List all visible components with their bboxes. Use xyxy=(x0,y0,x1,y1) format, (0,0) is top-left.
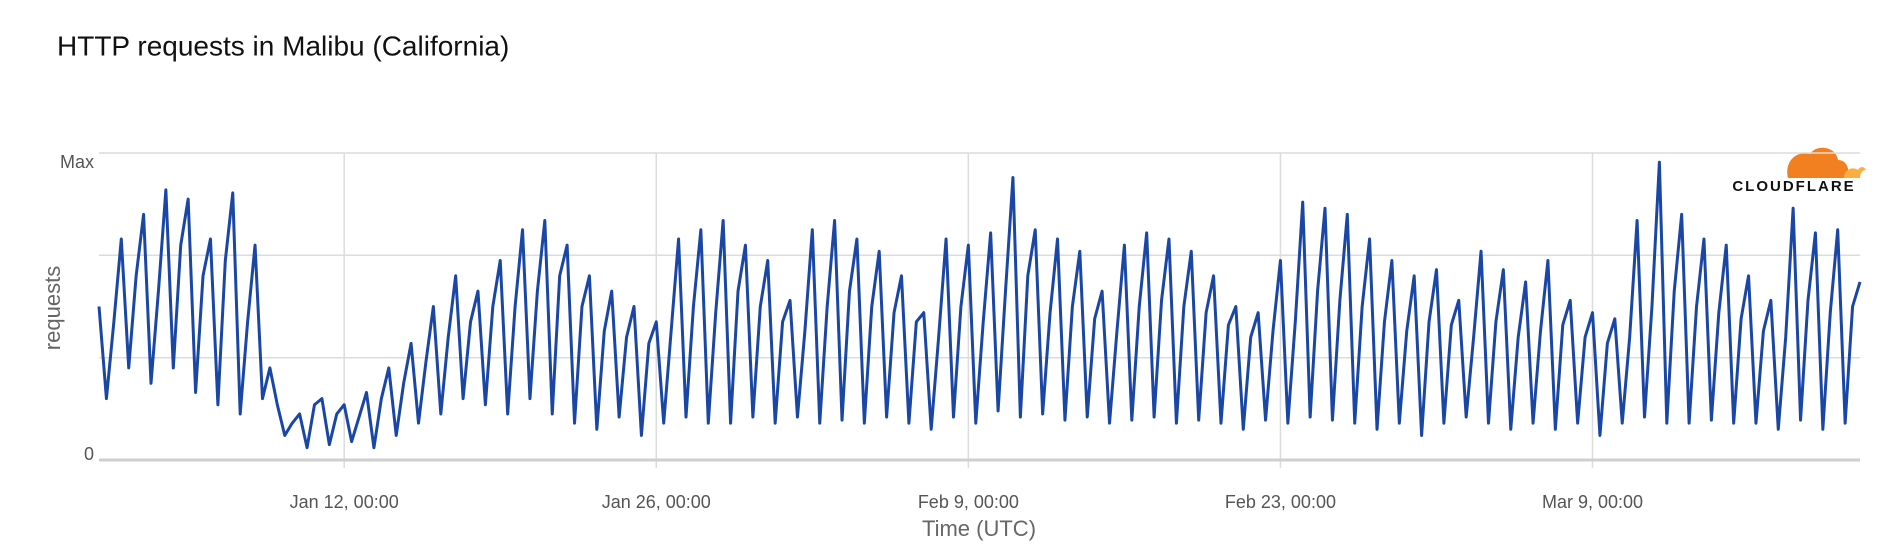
x-tick-label: Jan 26, 00:00 xyxy=(602,492,711,512)
logo-cloud xyxy=(1787,147,1849,178)
logo-cloud-small xyxy=(1844,167,1866,178)
chart-title: HTTP requests in Malibu (California) xyxy=(57,30,509,61)
x-tick-label: Jan 12, 00:00 xyxy=(290,492,399,512)
logo: CLOUDFLARE xyxy=(1732,147,1866,195)
x-tick-label: Mar 9, 00:00 xyxy=(1542,492,1643,512)
data-line xyxy=(97,160,1862,450)
logo-text: CLOUDFLARE xyxy=(1732,178,1855,195)
x-axis-title: Time (UTC) xyxy=(922,516,1036,541)
y-axis-title: requests xyxy=(40,266,65,350)
y-tick-label: Max xyxy=(60,152,94,172)
y-tick-label: 0 xyxy=(84,444,94,464)
x-tick-label: Feb 23, 00:00 xyxy=(1225,492,1336,512)
x-tick-label: Feb 9, 00:00 xyxy=(918,492,1019,512)
